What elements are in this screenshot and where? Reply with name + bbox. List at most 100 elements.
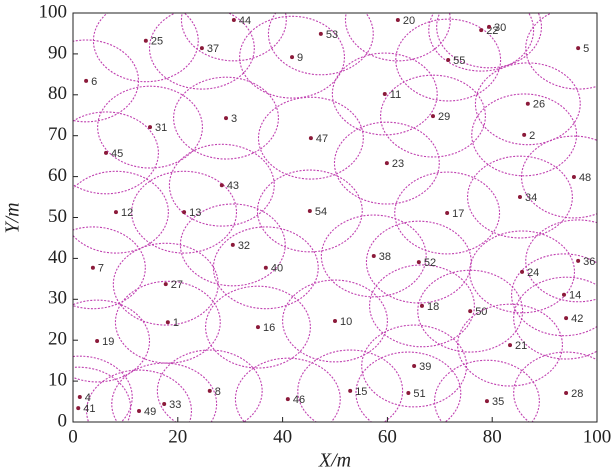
node-label: 4 [85,392,91,404]
coverage-circle [331,52,438,136]
x-axis-label: X/m [318,450,351,472]
coverage-layer [73,13,597,422]
node-point [162,402,167,407]
x-tick-label: 80 [483,426,502,447]
coverage-circle [212,226,319,310]
y-tick-label: 0 [58,410,68,431]
node-label: 29 [438,111,450,123]
node-label: 7 [98,263,104,275]
coverage-circle [344,13,451,62]
node-point [199,46,204,51]
node-label: 13 [189,207,201,219]
node-point [371,253,376,258]
node-point [307,208,312,213]
y-axis-label: Y/m [2,202,24,233]
node-point [182,210,187,215]
node-point [84,78,89,83]
node-label: 30 [494,22,506,34]
node-point [395,17,400,22]
node-label: 14 [569,290,581,302]
node-label: 34 [525,192,537,204]
coverage-circle [394,171,501,255]
node-label: 47 [316,133,328,145]
node-point [430,114,435,119]
node-label: 50 [475,306,487,318]
node-label: 21 [515,340,527,352]
node-point [508,343,513,348]
coverage-circle [521,135,597,219]
node-label: 52 [424,257,436,269]
node-point [255,325,260,330]
node-label: 48 [579,172,591,184]
node-point [290,55,295,60]
node-point [308,136,313,141]
coverage-circle [256,169,363,253]
coverage-circle [380,74,486,158]
node-label: 25 [151,36,163,48]
coverage-circle [180,13,287,62]
node-label: 39 [419,361,431,373]
coverage-circle [73,111,159,195]
coverage-circle [205,285,311,369]
node-label: 42 [571,313,583,325]
node-label: 43 [227,180,239,192]
coverage-circle [471,93,578,177]
coverage-circle [73,299,151,383]
plot-frame [72,12,598,423]
coverage-circle [365,220,472,304]
node-label: 54 [315,206,327,218]
node-point [576,258,581,263]
node-label: 24 [527,267,539,279]
x-tick-label: 0 [68,426,78,447]
node-label: 6 [91,76,97,88]
node-point [384,161,389,166]
node-label: 1 [173,317,179,329]
node-label: 36 [583,256,595,268]
node-point [412,363,417,368]
node-point [148,125,153,130]
node-point [484,399,489,404]
node-point [104,150,109,155]
node-point [163,282,168,287]
node-label: 16 [263,322,275,334]
x-tick-label: 100 [583,426,612,447]
node-label: 26 [533,99,545,111]
coverage-circle [168,143,275,227]
node-label: 20 [403,15,415,27]
node-label: 44 [239,15,251,27]
y-tick-label: 30 [48,288,67,309]
coverage-circle [469,230,576,314]
coverage-circle [73,366,132,422]
y-tick-label: 10 [48,369,67,390]
node-point [446,58,451,63]
coverage-circle [297,349,404,422]
node-point [522,132,527,137]
node-label: 9 [297,52,303,64]
node-point [525,101,530,106]
coverage-circle [267,13,374,76]
coverage-circle [114,280,221,364]
node-point [285,397,290,402]
node-label: 41 [83,403,95,415]
node-label: 46 [293,394,305,406]
coverage-circle [428,13,535,72]
node-label: 38 [379,251,391,263]
node-point [263,265,268,270]
node-point [230,242,235,247]
coverage-circle [417,269,524,353]
node-label: 18 [427,301,439,313]
node-label: 19 [102,336,114,348]
x-tick-label: 40 [273,426,292,447]
y-tick-label: 60 [48,165,67,186]
node-point [231,17,236,22]
node-point [576,46,581,51]
node-point [95,339,100,344]
node-label: 37 [207,43,219,55]
node-label: 28 [571,388,583,400]
y-tick-label: 20 [48,329,67,350]
node-point [564,390,569,395]
node-point [137,408,142,413]
coverage-circle [86,369,192,422]
